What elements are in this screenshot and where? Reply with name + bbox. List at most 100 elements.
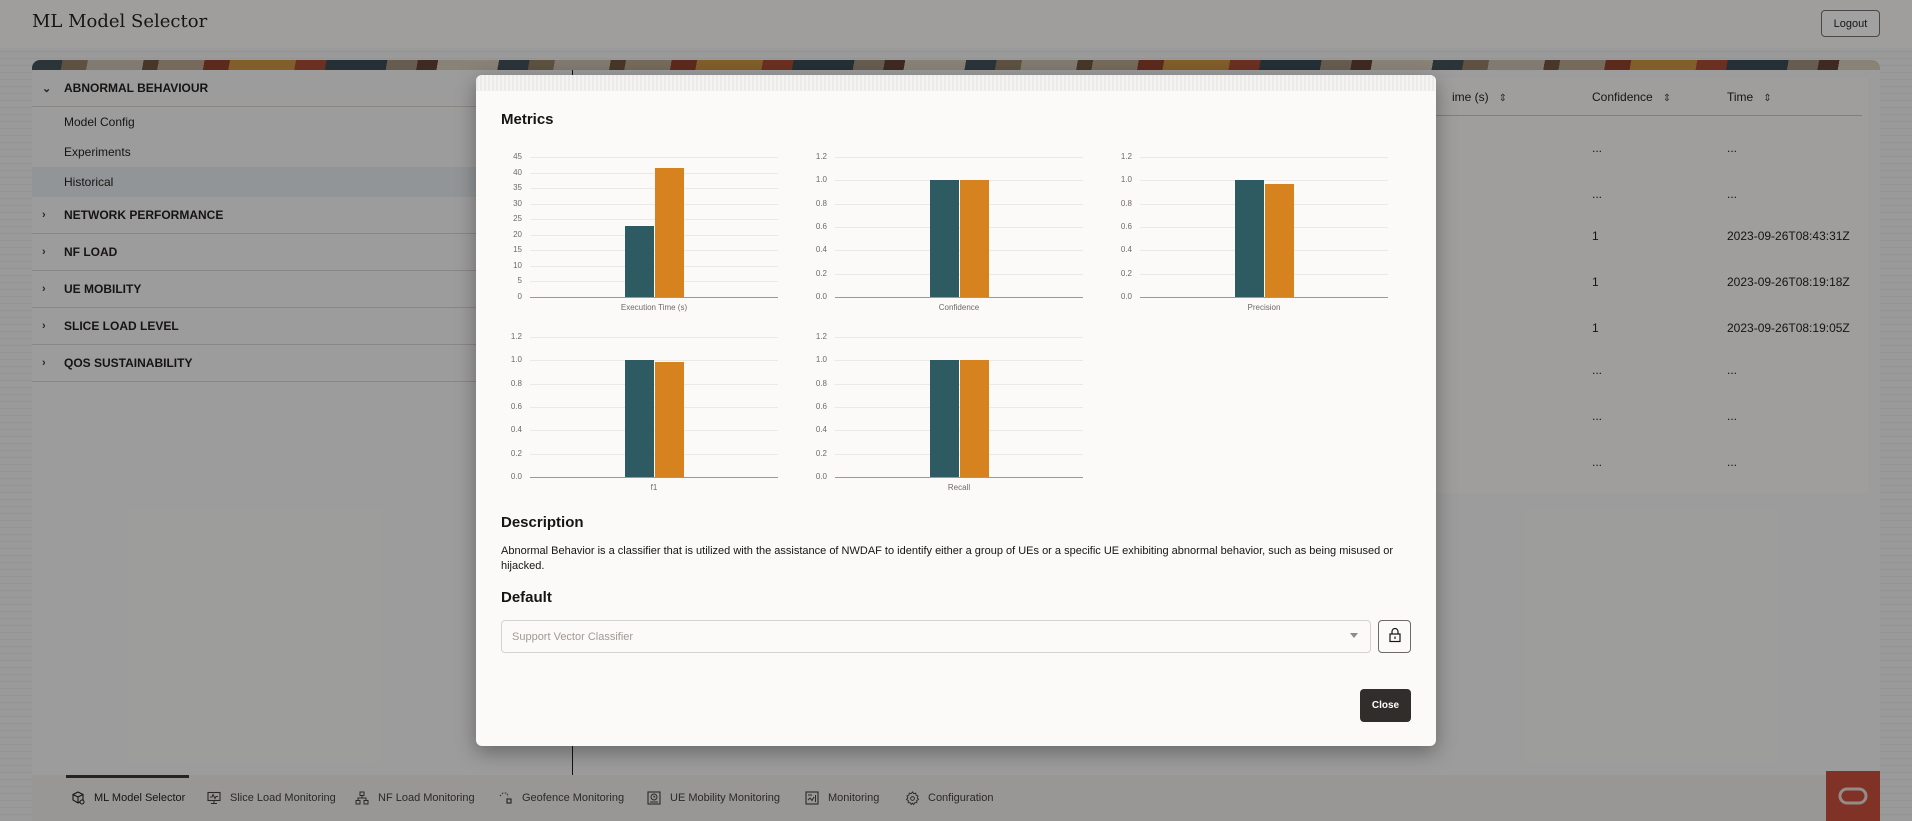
y-tick-label: 0 xyxy=(517,292,522,301)
lock-button[interactable] xyxy=(1378,620,1411,653)
chart-confidence: 0.0 0.2 0.4 0.6 0.8 1.0 1.2 Confidence xyxy=(801,147,1083,312)
gridline xyxy=(1140,180,1388,182)
description-text: Abnormal Behavior is a classifier that i… xyxy=(501,545,1394,572)
cell-confidence: 1 xyxy=(1592,229,1599,243)
gridline xyxy=(835,383,1083,385)
caret-down-icon xyxy=(1350,633,1358,638)
y-tick-label: 1.2 xyxy=(815,152,827,161)
cell-confidence: 1 xyxy=(1592,321,1599,335)
bar-2[interactable] xyxy=(654,167,684,297)
accordion-qos-sustainability[interactable]: › QOS SUSTAINABILITY xyxy=(32,345,572,382)
bar-1[interactable] xyxy=(929,180,959,297)
tab-monitoring[interactable]: Monitoring xyxy=(804,775,879,821)
close-button[interactable]: Close xyxy=(1360,689,1411,722)
gridline xyxy=(530,188,778,190)
accordion-nf-load[interactable]: › NF LOAD xyxy=(32,234,572,271)
gridline xyxy=(530,265,778,267)
gear-icon xyxy=(904,790,920,806)
tab-label: Monitoring xyxy=(828,792,880,804)
tab-slice-load-monitoring[interactable]: Slice Load Monitoring xyxy=(206,775,336,821)
sort-icon[interactable]: ⇕ xyxy=(1498,93,1508,104)
y-tick-label: 35 xyxy=(513,183,522,193)
column-header-confidence[interactable]: Confidence ⇕ xyxy=(1592,90,1671,104)
tab-label: Slice Load Monitoring xyxy=(230,792,336,804)
chart-box-icon xyxy=(804,790,820,806)
cube-gear-icon xyxy=(70,790,86,806)
bar-2[interactable] xyxy=(1264,183,1294,297)
gridline xyxy=(530,407,778,408)
sort-icon[interactable]: ⇕ xyxy=(1763,93,1772,104)
y-tick-label: 0.2 xyxy=(815,268,827,278)
accordion-ue-mobility[interactable]: › UE MOBILITY xyxy=(32,271,572,308)
x-axis-line xyxy=(530,477,778,478)
gridline xyxy=(530,430,778,432)
chart-f1: 0.0 0.2 0.4 0.6 0.8 1.0 1.2 f1 xyxy=(496,327,778,492)
gridline xyxy=(835,430,1083,432)
x-category-label: Execution Time (s) xyxy=(620,303,688,312)
x-category-label: Confidence xyxy=(938,303,980,312)
gridline xyxy=(1140,227,1388,228)
logout-button[interactable]: Logout xyxy=(1821,10,1880,37)
y-tick-label: 1.0 xyxy=(1120,175,1132,185)
sidebar-item-label: Model Config xyxy=(64,115,135,129)
tab-configuration[interactable]: Configuration xyxy=(904,775,993,821)
sidebar-item-label: Historical xyxy=(64,175,114,189)
y-tick-label: 1.2 xyxy=(1120,152,1132,161)
accordion-abnormal-behaviour[interactable]: ⌄ ABNORMAL BEHAVIOUR xyxy=(32,70,572,107)
cell-confidence: ... xyxy=(1592,187,1603,201)
x-axis-line xyxy=(1140,297,1388,298)
y-tick-label: 45 xyxy=(513,152,522,161)
bar-1[interactable] xyxy=(624,226,654,297)
gridline xyxy=(835,360,1083,362)
bar-2[interactable] xyxy=(654,362,684,477)
monitor-chart-icon xyxy=(206,790,222,806)
gridline xyxy=(835,407,1083,408)
description-heading: Description xyxy=(501,514,584,531)
chevron-right-icon: › xyxy=(42,209,46,221)
y-tick-label: 30 xyxy=(513,198,522,208)
y-tick-label: 1.0 xyxy=(510,355,522,365)
y-tick-label: 0.6 xyxy=(510,402,522,411)
column-header-time[interactable]: Time ⇕ xyxy=(1727,90,1772,104)
gridline xyxy=(530,383,778,385)
chart-execution-time: 0 5 10 15 20 25 30 35 40 45 Execution Time (s) xyxy=(496,147,778,312)
accordion-slice-load-level[interactable]: › SLICE LOAD LEVEL xyxy=(32,308,572,345)
app-header: ML Model Selector Logout xyxy=(0,0,1912,48)
y-tick-label: 1.0 xyxy=(815,355,827,365)
bar-2[interactable] xyxy=(959,360,989,477)
cell-time: ... xyxy=(1727,455,1738,469)
gridline xyxy=(530,234,778,236)
y-tick-label: 0.4 xyxy=(815,245,827,255)
bar-1[interactable] xyxy=(624,360,654,477)
gridline xyxy=(1140,157,1388,158)
y-tick-label: 0.0 xyxy=(1120,292,1132,301)
bar-1[interactable] xyxy=(929,360,959,477)
tab-ue-mobility-monitoring[interactable]: UE Mobility Monitoring xyxy=(646,775,780,821)
metrics-dialog: Metrics 0 5 10 15 20 25 30 35 40 45 Execution Time… xyxy=(476,75,1436,746)
column-header-execution-time[interactable]: ime (s) ⇕ xyxy=(1452,90,1507,104)
default-model-select[interactable]: Support Vector Classifier xyxy=(501,620,1371,653)
x-axis-line xyxy=(835,477,1083,478)
cell-confidence: 1 xyxy=(1592,275,1599,289)
sidebar-item-model-config[interactable]: Model Config xyxy=(32,107,572,137)
bar-2[interactable] xyxy=(959,180,989,297)
tab-geofence-monitoring[interactable]: Geofence Monitoring xyxy=(498,775,624,821)
x-category-label: f1 xyxy=(650,483,658,492)
accordion-label: NETWORK PERFORMANCE xyxy=(64,208,224,222)
y-tick-label: 0.0 xyxy=(815,292,827,301)
cell-time: 2023-09-26T08:19:05Z xyxy=(1727,321,1850,335)
bar-1[interactable] xyxy=(1234,180,1264,297)
x-axis-line xyxy=(835,297,1083,298)
accordion-label: NF LOAD xyxy=(64,245,118,259)
cell-confidence: ... xyxy=(1592,363,1603,377)
cell-confidence: ... xyxy=(1592,409,1603,423)
sort-icon[interactable]: ⇕ xyxy=(1662,93,1672,104)
hierarchy-icon xyxy=(354,790,370,806)
tab-nf-load-monitoring[interactable]: NF Load Monitoring xyxy=(354,775,475,821)
chevron-down-icon: ⌄ xyxy=(42,82,52,95)
accordion-network-performance[interactable]: › NETWORK PERFORMANCE xyxy=(32,197,572,234)
cell-confidence: ... xyxy=(1592,141,1603,155)
footer-navigation: ML Model Selector Slice Load Monitoring … xyxy=(32,775,1880,821)
tab-ml-model-selector[interactable]: ML Model Selector xyxy=(65,775,190,821)
sidebar-item-experiments[interactable]: Experiments xyxy=(32,137,572,167)
